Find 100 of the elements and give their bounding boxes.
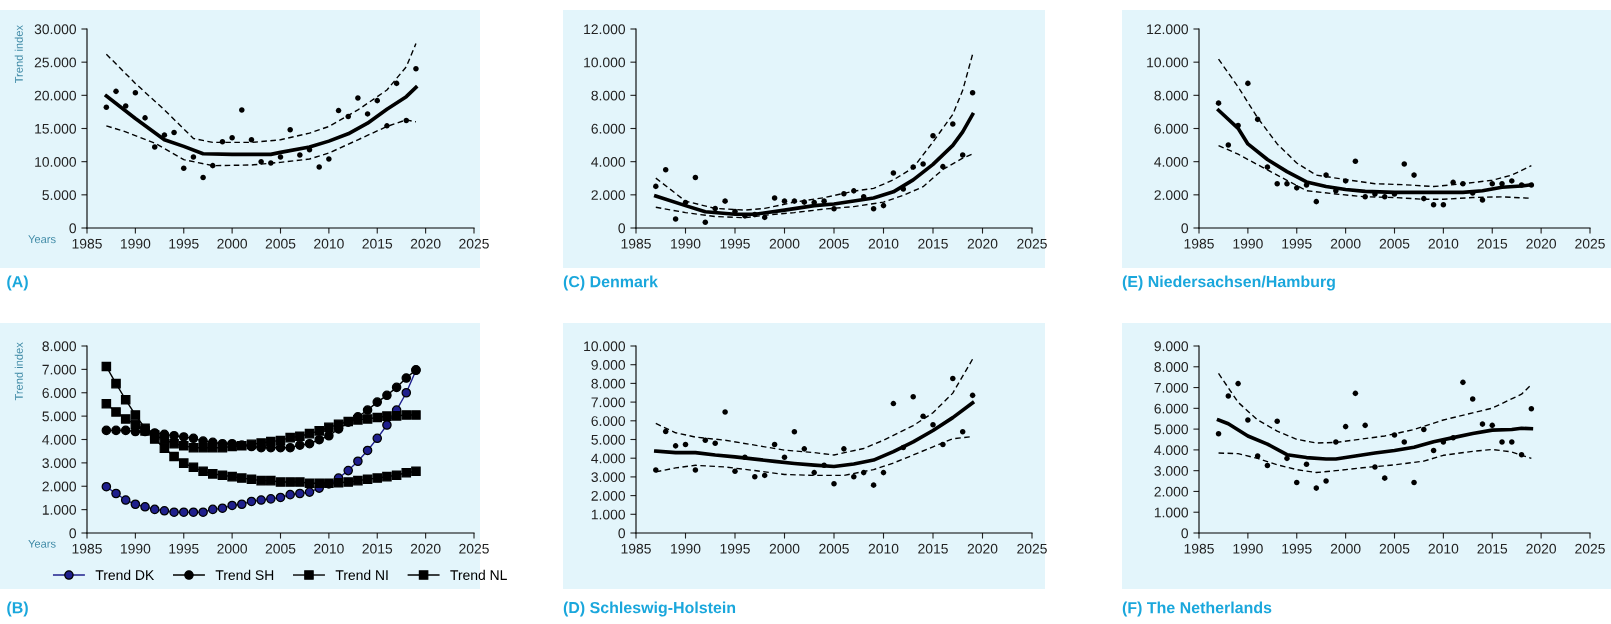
y-tick-label: 12.000: [584, 24, 626, 35]
y-tick-label: 10.000: [1147, 57, 1189, 68]
y-tick-label: 1.000: [42, 504, 77, 515]
x-tick-label: 2000: [217, 543, 248, 554]
y-tick-label: 7.000: [1154, 382, 1189, 393]
x-tick-label: 2010: [314, 543, 344, 554]
y-tick-label: 8.000: [1154, 362, 1189, 372]
x-tick-label: 1985: [1184, 543, 1214, 554]
x-tick-label: 2005: [819, 238, 849, 249]
y-tick-label: 0: [1181, 223, 1189, 234]
x-tick-label: 1985: [621, 238, 651, 249]
y-tick-label: 0: [618, 528, 626, 539]
y-axis-title: Trend index: [14, 342, 23, 401]
x-tick-label: 2025: [459, 238, 489, 249]
x-tick-label: 2000: [769, 238, 800, 249]
y-tick-label: 7.000: [42, 364, 77, 375]
y-tick-label: 15.000: [35, 123, 77, 134]
x-tick-label: 1995: [169, 238, 199, 249]
y-tick-label: 3.000: [1154, 466, 1189, 476]
x-tick-label: 2015: [1477, 543, 1508, 554]
x-tick-label: 2025: [1575, 543, 1605, 554]
x-tick-label: 2020: [967, 238, 998, 249]
text: (B): [7, 601, 28, 617]
x-tick-label: 2005: [1379, 238, 1410, 249]
x-tick-label: 2000: [1330, 543, 1361, 554]
x-tick-label: 2025: [1017, 543, 1047, 554]
x-tick-label: 1995: [1282, 238, 1312, 249]
y-tick-label: 2.000: [42, 481, 77, 492]
y-tick-label: 6.000: [591, 416, 626, 426]
y-tick-label: 9.000: [591, 360, 626, 370]
y-tick-label: 4.000: [42, 434, 77, 445]
y-tick-label: 1.000: [591, 509, 626, 520]
y-tick-label: 8.000: [1154, 90, 1189, 101]
y-tick-label: 2.000: [1154, 190, 1189, 200]
x-tick-label: 2025: [459, 543, 489, 554]
x-tick-label: 2005: [819, 543, 849, 554]
y-tick-label: 10.000: [584, 57, 626, 68]
text: (A): [7, 275, 28, 291]
x-tick-label: 1985: [72, 238, 102, 249]
y-tick-label: 30.000: [34, 24, 77, 35]
y-tick-label: 8.000: [591, 90, 626, 101]
x-tick-label: 2015: [918, 543, 948, 554]
y-tick-label: 25.000: [34, 57, 77, 68]
y-tick-label: 5.000: [42, 411, 77, 422]
x-tick-label: 2005: [265, 543, 296, 554]
text: (F) The Netherlands: [1122, 601, 1272, 617]
legend-label: Trend NL: [450, 569, 507, 581]
y-tick-label: 5.000: [1154, 424, 1189, 435]
y-tick-label: 5.000: [591, 434, 626, 445]
y-axis-title: Trend index: [14, 25, 23, 84]
x-tick-label: 1985: [621, 543, 651, 554]
y-tick-label: 6.000: [591, 123, 626, 134]
x-tick-label: 2015: [362, 543, 393, 554]
x-tick-label: 2020: [1526, 238, 1557, 249]
x-tick-label: 1995: [169, 543, 199, 554]
x-tick-label: 2025: [1575, 238, 1605, 249]
y-tick-label: 12.000: [1147, 24, 1189, 35]
legend-label: Trend SH: [215, 569, 274, 581]
y-tick-label: 0: [618, 223, 626, 234]
y-tick-label: 10.000: [584, 341, 626, 352]
y-tick-label: 4.000: [591, 453, 626, 464]
x-tick-label: 2020: [410, 238, 441, 249]
x-tick-label: 2015: [1477, 238, 1508, 249]
x-tick-label: 2010: [868, 543, 899, 554]
y-tick-label: 0: [69, 223, 77, 234]
y-tick-label: 6.000: [1154, 123, 1189, 134]
x-tick-label: 1995: [1282, 543, 1312, 554]
x-tick-label: 1990: [1233, 543, 1263, 554]
x-tick-label: 2015: [362, 238, 393, 249]
x-tick-label: 2005: [265, 238, 296, 249]
x-tick-label: 1985: [1184, 238, 1214, 249]
x-tick-label: 2015: [918, 238, 948, 249]
y-tick-label: 6.000: [42, 388, 77, 398]
y-tick-label: 10.000: [35, 157, 77, 167]
x-tick-label: 2020: [967, 543, 998, 554]
x-tick-label: 2000: [217, 238, 248, 249]
y-tick-label: 2.000: [1154, 486, 1189, 497]
y-tick-label: 4.000: [1154, 157, 1189, 167]
x-tick-label: 1990: [120, 543, 151, 554]
text: (D) Schleswig-Holstein: [563, 601, 736, 617]
y-tick-label: 20.000: [34, 90, 77, 101]
x-tick-label: 2025: [1017, 238, 1047, 249]
y-tick-label: 1.000: [1154, 507, 1189, 518]
x-tick-label: 2005: [1379, 543, 1410, 554]
text: (E) Niedersachsen/Hamburg: [1122, 275, 1335, 291]
y-tick-label: 9.000: [1154, 341, 1189, 352]
y-tick-label: 2.000: [591, 490, 626, 501]
y-tick-label: 0: [1181, 528, 1189, 539]
x-tick-label: 1990: [671, 543, 701, 554]
y-tick-label: 4.000: [1154, 445, 1189, 456]
x-tick-label: 2020: [410, 543, 441, 554]
y-tick-label: 0: [69, 528, 77, 539]
text: (C) Denmark: [563, 275, 658, 291]
x-tick-label: 2010: [1428, 543, 1459, 554]
legend-label: Trend DK: [95, 569, 155, 581]
x-axis-title: Years: [28, 235, 56, 244]
y-tick-label: 7.000: [591, 397, 626, 408]
y-tick-label: 2.000: [591, 190, 626, 200]
y-tick-label: 5.000: [42, 190, 77, 200]
legend-label: Trend NI: [335, 569, 388, 581]
